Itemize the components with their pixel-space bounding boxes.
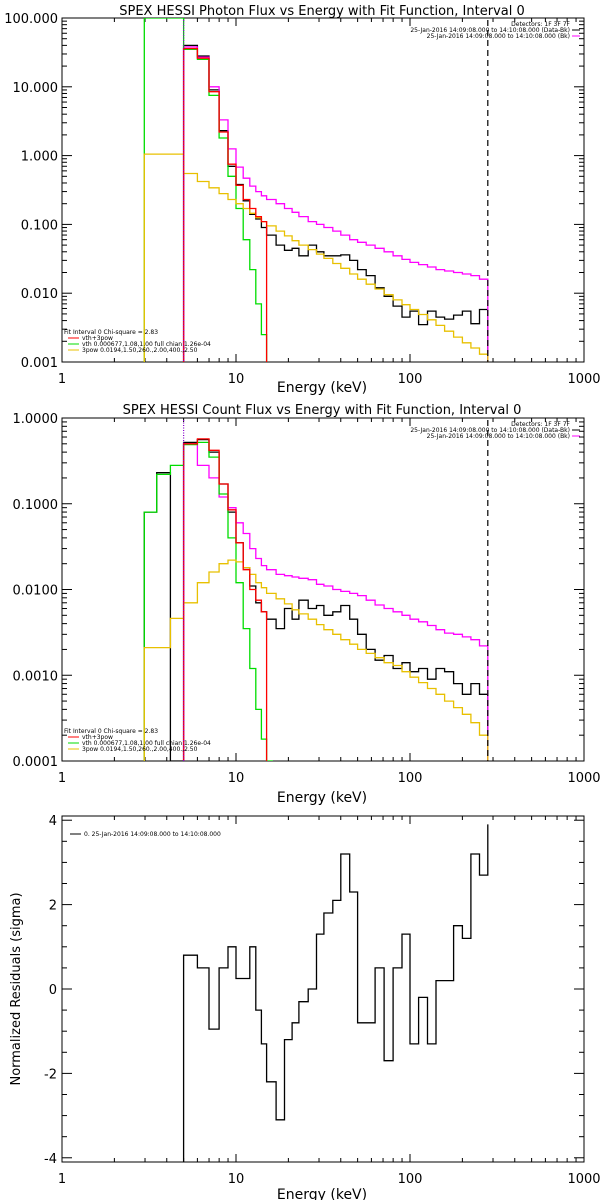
vertical-markers xyxy=(183,420,489,761)
legend-entry: vth 0.000677,1.08,1.00 full chian 1.26e-… xyxy=(82,740,211,747)
legend-entry: vth+3pow xyxy=(82,335,113,342)
chart-title: SPEX HESSI Photon Flux vs Energy with Fi… xyxy=(119,4,525,19)
y-tick-label: 0.0100 xyxy=(13,584,59,599)
axis-ticks: 1 10 100 1000 0.001 0.010 0.100 1.000 10.000 100.… xyxy=(4,12,600,387)
axis-ticks: 1 10 100 1000 4 2 0 -2 -4 xyxy=(44,814,600,1187)
x-tick-label: 1 xyxy=(58,771,66,786)
y-tick-label: 0.010 xyxy=(21,287,58,302)
y-tick-label: 4 xyxy=(49,814,57,829)
series-group xyxy=(143,438,489,761)
legend-entry: 3pow 0.0194,1.50,260.,2.00,400.,2.50 xyxy=(82,746,198,753)
x-tick-label: 10 xyxy=(228,771,245,786)
legend-entry: 3pow 0.0194,1.50,260.,2.00,400.,2.50 xyxy=(82,347,198,354)
series-group xyxy=(182,824,489,1162)
header-line: Detectors: 1F 3F 7F xyxy=(511,21,570,28)
legend: Fit Interval 0 Chi-square = 2.83vth+3pow… xyxy=(64,728,211,753)
y-tick-label: -4 xyxy=(44,1152,57,1167)
x-tick-label: 100 xyxy=(398,771,423,786)
series-line-0 xyxy=(182,44,489,362)
x-tick-label: 100 xyxy=(398,372,423,387)
series-line-0 xyxy=(182,824,489,1162)
legend: Fit Interval 0 Chi-square = 2.83vth+3pow… xyxy=(64,329,211,354)
y-tick-label: 1.000 xyxy=(21,150,58,165)
x-tick-label: 1000 xyxy=(567,1172,600,1187)
header-line: 25-Jan-2016 14:09:08.000 to 14:10:08.000… xyxy=(427,433,570,440)
x-axis-label: Energy (keV) xyxy=(277,790,367,806)
y-tick-label: 100.000 xyxy=(4,12,58,27)
series-line-2 xyxy=(143,441,273,761)
legend-entry: Fit Interval 0 Chi-square = 2.83 xyxy=(64,329,158,336)
plot-frame xyxy=(61,17,585,363)
x-tick-label: 1 xyxy=(58,372,66,387)
header-line: 25-Jan-2016 14:09:08.000 to 14:10:08.000… xyxy=(427,33,570,40)
series-group xyxy=(143,18,489,362)
x-axis-label: Energy (keV) xyxy=(277,1187,367,1200)
x-tick-label: 1 xyxy=(58,1172,66,1187)
series-line-0 xyxy=(143,438,489,761)
series-line-2 xyxy=(143,18,268,362)
legend-entry: vth+3pow xyxy=(82,734,113,741)
y-tick-label: 0.001 xyxy=(21,356,58,371)
y-tick-label: 2 xyxy=(49,899,57,914)
y-tick-label: 0.0010 xyxy=(13,669,59,684)
plot-frame xyxy=(61,815,585,1163)
x-tick-label: 10 xyxy=(228,372,245,387)
y-tick-label: -2 xyxy=(44,1067,57,1082)
x-axis-label: Energy (keV) xyxy=(277,380,367,396)
x-tick-label: 100 xyxy=(398,1172,423,1187)
series-line-4 xyxy=(182,438,268,761)
x-tick-label: 10 xyxy=(228,1172,245,1187)
x-tick-label: 1000 xyxy=(567,771,600,786)
y-tick-label: 0 xyxy=(49,983,57,998)
legend-entry: vth 0.000677,1.08,1.00 full chian 1.26e-… xyxy=(82,341,211,348)
x-tick-label: 1000 xyxy=(567,372,600,387)
axis-ticks: 1 10 100 1000 0.0001 0.0010 0.0100 0.1000 1.0000 xyxy=(13,412,600,786)
y-tick-label: 0.1000 xyxy=(13,498,59,513)
plot-frame xyxy=(61,417,585,762)
header-line: Detectors: 1F 3F 7F xyxy=(511,421,570,428)
chart-panel-residuals: Normalized Residuals (sigma) 1 10 100 1000 4… xyxy=(9,814,600,1200)
chart-panel-count-flux: SPEX HESSI Count Flux vs Energy with Fit… xyxy=(13,403,600,806)
legend-entry: Fit Interval 0 Chi-square = 2.83 xyxy=(64,728,158,735)
legend-entry: 0. 25-Jan-2016 14:09:08.000 to 14:10:08.… xyxy=(84,831,221,838)
series-line-3 xyxy=(143,559,489,761)
y-tick-label: 0.100 xyxy=(21,218,58,233)
series-line-1 xyxy=(182,46,489,362)
series-line-4 xyxy=(182,47,268,362)
chart-panel-photon-flux: SPEX HESSI Photon Flux vs Energy with Fi… xyxy=(4,4,600,396)
y-tick-label: 0.0001 xyxy=(13,755,59,770)
header-line: 25-Jan-2016 14:09:08.000 to 14:10:08.000… xyxy=(410,27,570,34)
y-tick-label: 10.000 xyxy=(13,81,59,96)
series-line-1 xyxy=(182,443,489,761)
y-tick-label: 1.0000 xyxy=(13,412,59,427)
vertical-markers xyxy=(183,20,489,362)
y-axis-label: Normalized Residuals (sigma) xyxy=(9,892,24,1085)
series-line-3 xyxy=(143,153,489,362)
legend: 0. 25-Jan-2016 14:09:08.000 to 14:10:08.… xyxy=(70,831,221,838)
chart-title: SPEX HESSI Count Flux vs Energy with Fit… xyxy=(123,403,522,418)
header-line: 25-Jan-2016 14:09:08.000 to 14:10:08.000… xyxy=(410,427,570,434)
